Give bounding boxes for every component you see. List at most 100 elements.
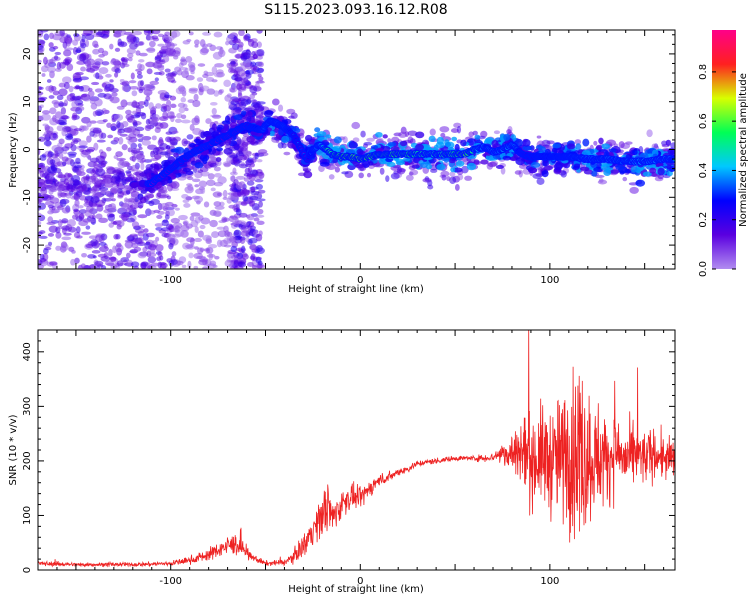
spectrogram-noise-cell <box>251 41 259 49</box>
spectrogram-noise-cell <box>230 64 237 72</box>
spectrogram-noise-cell <box>95 72 100 80</box>
spectrogram-noise-cell <box>145 241 151 246</box>
spectrogram-noise-cell <box>67 151 77 156</box>
spectrogram-noise-cell <box>169 138 178 146</box>
spectrogram-noise-cell <box>88 176 96 183</box>
spectrogram-noise-cell <box>132 207 137 216</box>
spectrogram-noise-cell <box>159 151 169 156</box>
spectrogram-noise-cell <box>148 252 157 258</box>
spectrogram-noise-cell <box>84 209 93 217</box>
spectrogram-noise-cell <box>202 31 212 36</box>
spectrogram-noise-cell <box>218 220 226 224</box>
spectrogram-noise-cell <box>257 61 264 68</box>
spectrogram-noise-cell <box>38 196 43 204</box>
spectrogram-x-tick-label: -100 <box>159 275 182 286</box>
spectrogram-noise-cell <box>125 170 132 174</box>
spectrogram-noise-cell <box>38 136 46 142</box>
spectrogram-energy-cell <box>666 170 673 177</box>
spectrogram-noise-cell <box>125 109 132 115</box>
spectrogram-noise-cell <box>159 202 170 210</box>
spectrogram-energy-cell <box>522 145 533 151</box>
spectrogram-noise-cell <box>128 57 133 62</box>
spectrogram-noise-cell <box>198 258 208 263</box>
spectrogram-energy-cell <box>223 123 229 130</box>
spectrogram-noise-cell <box>42 133 52 137</box>
spectrogram-noise-cell <box>137 159 143 163</box>
spectrogram-noise-cell <box>241 52 249 56</box>
spectrogram-noise-cell <box>366 172 372 178</box>
spectrogram-noise-cell <box>140 162 145 171</box>
spectrogram-noise-cell <box>38 187 44 192</box>
spectrogram-noise-cell <box>241 245 246 254</box>
spectrogram-noise-cell <box>47 166 58 174</box>
spectrogram-noise-cell <box>121 120 129 128</box>
spectrogram-noise-cell <box>162 55 170 63</box>
spectrogram-noise-cell <box>61 161 67 167</box>
spectrogram-energy-cell <box>355 164 365 169</box>
spectrogram-noise-cell <box>231 216 239 221</box>
spectrogram-noise-cell <box>449 176 457 184</box>
spectrogram-noise-cell <box>193 265 199 269</box>
spectrogram-noise-cell <box>334 166 341 173</box>
spectrogram-energy-cell <box>632 149 638 155</box>
spectrogram-noise-cell <box>117 172 126 180</box>
spectrogram-noise-cell <box>87 87 93 92</box>
spectrogram-noise-cell <box>197 230 204 238</box>
spectrogram-noise-cell <box>93 160 98 169</box>
spectrogram-noise-cell <box>71 214 79 220</box>
spectrogram-noise-cell <box>256 67 264 74</box>
spectrogram-noise-cell <box>164 94 173 99</box>
spectrogram-noise-cell <box>234 53 244 59</box>
spectrogram-noise-cell <box>79 53 87 62</box>
spectrogram-noise-cell <box>150 150 156 158</box>
spectrogram-noise-cell <box>132 121 138 128</box>
spectrogram-noise-cell <box>38 220 42 225</box>
spectrogram-noise-cell <box>111 92 118 97</box>
spectrogram-noise-cell <box>166 209 175 217</box>
spectrogram-noise-cell <box>363 141 373 146</box>
spectrogram-energy-cell <box>269 131 275 137</box>
spectrogram-noise-cell <box>48 95 55 99</box>
spectrogram-noise-cell <box>76 169 82 176</box>
spectrogram-noise-cell <box>71 95 82 101</box>
spectrogram-noise-cell <box>449 171 456 177</box>
spectrogram-noise-cell <box>155 236 160 242</box>
spectrogram-noise-cell <box>243 222 250 226</box>
spectrogram-noise-cell <box>136 71 142 75</box>
spectrogram-energy-cell <box>436 136 445 145</box>
spectrogram-noise-cell <box>198 88 204 96</box>
spectrogram-noise-cell <box>38 86 44 90</box>
spectrogram-noise-cell <box>358 172 364 179</box>
spectrogram-energy-cell <box>657 167 665 176</box>
spectrogram-noise-cell <box>171 251 177 257</box>
spectrogram-noise-cell <box>157 43 166 47</box>
spectrogram-noise-cell <box>194 39 200 46</box>
spectrogram-noise-cell <box>487 161 498 168</box>
spectrogram-noise-cell <box>237 261 243 267</box>
spectrogram-noise-cell <box>493 130 501 135</box>
spectrogram-noise-cell <box>214 211 222 217</box>
spectrogram-noise-cell <box>95 262 102 267</box>
spectrogram-energy-cell <box>233 114 243 121</box>
spectrogram-noise-cell <box>85 148 95 153</box>
spectrogram-noise-cell <box>90 196 100 204</box>
spectrogram-noise-cell <box>176 112 183 119</box>
spectrogram-noise-cell <box>126 47 136 55</box>
spectrogram-noise-cell <box>104 183 114 188</box>
spectrogram-noise-cell <box>85 152 90 159</box>
spectrogram-noise-cell <box>242 133 250 138</box>
spectrogram-noise-cell <box>118 136 124 145</box>
spectrogram-noise-cell <box>231 98 242 103</box>
spectrogram-noise-cell <box>240 189 251 196</box>
spectrogram-noise-cell <box>230 222 240 226</box>
spectrogram-noise-cell <box>49 197 60 204</box>
spectrogram-noise-cell <box>43 196 48 200</box>
spectrogram-noise-cell <box>113 137 120 142</box>
spectrogram-energy-cell <box>583 169 594 175</box>
spectrogram-noise-cell <box>216 239 223 248</box>
spectrogram-noise-cell <box>133 238 138 243</box>
spectrogram-noise-cell <box>67 172 72 178</box>
spectrogram-noise-cell <box>242 195 249 202</box>
spectrogram-noise-cell <box>256 30 263 34</box>
spectrogram-energy-cell <box>304 134 313 142</box>
